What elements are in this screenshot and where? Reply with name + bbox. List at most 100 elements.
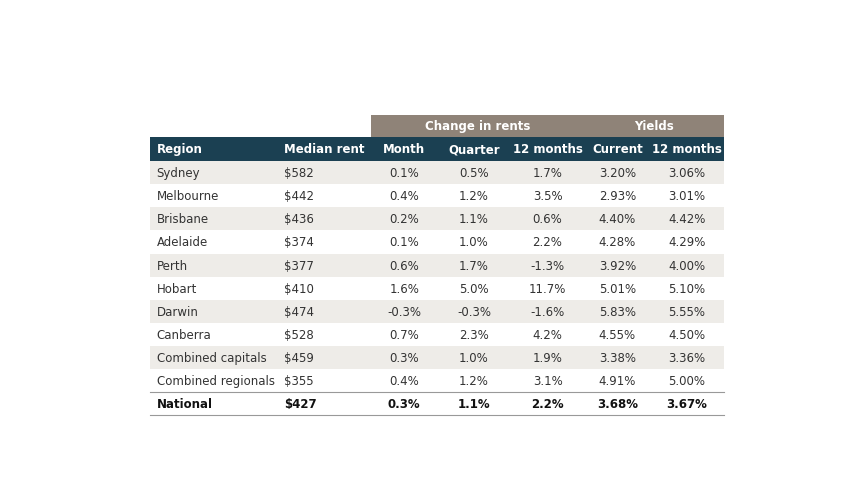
Text: 11.7%: 11.7% xyxy=(529,282,566,295)
Text: 1.7%: 1.7% xyxy=(458,259,488,272)
Text: 3.38%: 3.38% xyxy=(598,351,635,364)
Bar xyxy=(584,116,723,137)
Text: -0.3%: -0.3% xyxy=(456,305,491,318)
Text: $377: $377 xyxy=(284,259,314,272)
Text: Median rent: Median rent xyxy=(284,143,364,156)
Text: 5.83%: 5.83% xyxy=(598,305,635,318)
Text: 0.5%: 0.5% xyxy=(459,167,488,180)
Text: Combined capitals: Combined capitals xyxy=(157,351,266,364)
Text: 1.1%: 1.1% xyxy=(457,397,490,410)
Text: 1.1%: 1.1% xyxy=(458,213,488,226)
Text: 4.40%: 4.40% xyxy=(598,213,635,226)
Text: 3.67%: 3.67% xyxy=(666,397,707,410)
Text: Hobart: Hobart xyxy=(157,282,196,295)
Text: 0.1%: 0.1% xyxy=(389,236,418,249)
Text: 3.06%: 3.06% xyxy=(668,167,705,180)
Text: 5.01%: 5.01% xyxy=(598,282,635,295)
Text: 0.6%: 0.6% xyxy=(532,213,561,226)
Text: 5.55%: 5.55% xyxy=(668,305,705,318)
Text: Perth: Perth xyxy=(157,259,188,272)
Text: 4.91%: 4.91% xyxy=(598,374,635,387)
Text: $436: $436 xyxy=(284,213,314,226)
Text: Change in rents: Change in rents xyxy=(424,120,530,133)
Text: $582: $582 xyxy=(284,167,314,180)
Text: National: National xyxy=(157,397,213,410)
Bar xyxy=(150,369,723,393)
Bar xyxy=(150,254,723,277)
Text: 0.7%: 0.7% xyxy=(389,328,418,341)
Text: 4.2%: 4.2% xyxy=(532,328,562,341)
Text: 1.0%: 1.0% xyxy=(459,236,488,249)
Text: 2.2%: 2.2% xyxy=(530,397,563,410)
Text: -1.3%: -1.3% xyxy=(530,259,564,272)
Text: 1.2%: 1.2% xyxy=(458,374,488,387)
Text: $442: $442 xyxy=(284,190,314,203)
Text: 12 months: 12 months xyxy=(652,143,722,156)
Text: 0.4%: 0.4% xyxy=(389,190,418,203)
Bar xyxy=(150,231,723,254)
Bar xyxy=(150,162,723,185)
Text: 2.2%: 2.2% xyxy=(532,236,562,249)
Bar xyxy=(150,208,723,231)
Text: 4.29%: 4.29% xyxy=(667,236,705,249)
Text: Current: Current xyxy=(592,143,642,156)
Text: 1.2%: 1.2% xyxy=(458,190,488,203)
Text: 0.2%: 0.2% xyxy=(389,213,418,226)
Bar xyxy=(150,346,723,369)
Text: Combined regionals: Combined regionals xyxy=(157,374,275,387)
Text: Melbourne: Melbourne xyxy=(157,190,219,203)
Text: Month: Month xyxy=(382,143,424,156)
Text: Adelaide: Adelaide xyxy=(157,236,208,249)
Text: 1.6%: 1.6% xyxy=(389,282,418,295)
Text: -0.3%: -0.3% xyxy=(387,305,421,318)
Text: 3.01%: 3.01% xyxy=(668,190,705,203)
Bar xyxy=(371,116,584,137)
Bar xyxy=(150,185,723,208)
Text: 3.1%: 3.1% xyxy=(532,374,561,387)
Bar xyxy=(150,300,723,323)
Text: 1.9%: 1.9% xyxy=(532,351,562,364)
Text: 5.0%: 5.0% xyxy=(459,282,488,295)
Text: 3.20%: 3.20% xyxy=(598,167,635,180)
Text: Canberra: Canberra xyxy=(157,328,211,341)
Text: 0.3%: 0.3% xyxy=(387,397,420,410)
Text: 4.00%: 4.00% xyxy=(668,259,705,272)
Text: -1.6%: -1.6% xyxy=(530,305,564,318)
Text: 1.0%: 1.0% xyxy=(459,351,488,364)
Text: 4.28%: 4.28% xyxy=(598,236,635,249)
Text: Brisbane: Brisbane xyxy=(157,213,208,226)
Text: 5.00%: 5.00% xyxy=(668,374,705,387)
Text: 0.3%: 0.3% xyxy=(389,351,418,364)
Text: 12 months: 12 months xyxy=(512,143,582,156)
Text: 5.10%: 5.10% xyxy=(668,282,705,295)
Text: Sydney: Sydney xyxy=(157,167,200,180)
Text: $355: $355 xyxy=(284,374,313,387)
Text: 3.92%: 3.92% xyxy=(598,259,635,272)
Bar xyxy=(150,277,723,300)
Text: 4.55%: 4.55% xyxy=(598,328,635,341)
Text: 3.5%: 3.5% xyxy=(532,190,561,203)
Text: 4.50%: 4.50% xyxy=(668,328,705,341)
Text: 0.4%: 0.4% xyxy=(389,374,418,387)
Text: 2.93%: 2.93% xyxy=(598,190,635,203)
Text: $528: $528 xyxy=(284,328,314,341)
Text: 1.7%: 1.7% xyxy=(532,167,562,180)
Text: $410: $410 xyxy=(284,282,314,295)
Text: 2.3%: 2.3% xyxy=(459,328,488,341)
Text: Quarter: Quarter xyxy=(448,143,499,156)
Text: 3.68%: 3.68% xyxy=(596,397,637,410)
Bar xyxy=(150,393,723,415)
Bar xyxy=(150,137,723,162)
Text: 0.6%: 0.6% xyxy=(389,259,418,272)
Text: $474: $474 xyxy=(284,305,314,318)
Text: $427: $427 xyxy=(284,397,317,410)
Text: 3.36%: 3.36% xyxy=(668,351,705,364)
Bar xyxy=(150,323,723,346)
Text: 4.42%: 4.42% xyxy=(667,213,705,226)
Text: Darwin: Darwin xyxy=(157,305,198,318)
Text: $459: $459 xyxy=(284,351,314,364)
Text: Yields: Yields xyxy=(634,120,673,133)
Text: 0.1%: 0.1% xyxy=(389,167,418,180)
Text: Region: Region xyxy=(157,143,202,156)
Text: $374: $374 xyxy=(284,236,314,249)
